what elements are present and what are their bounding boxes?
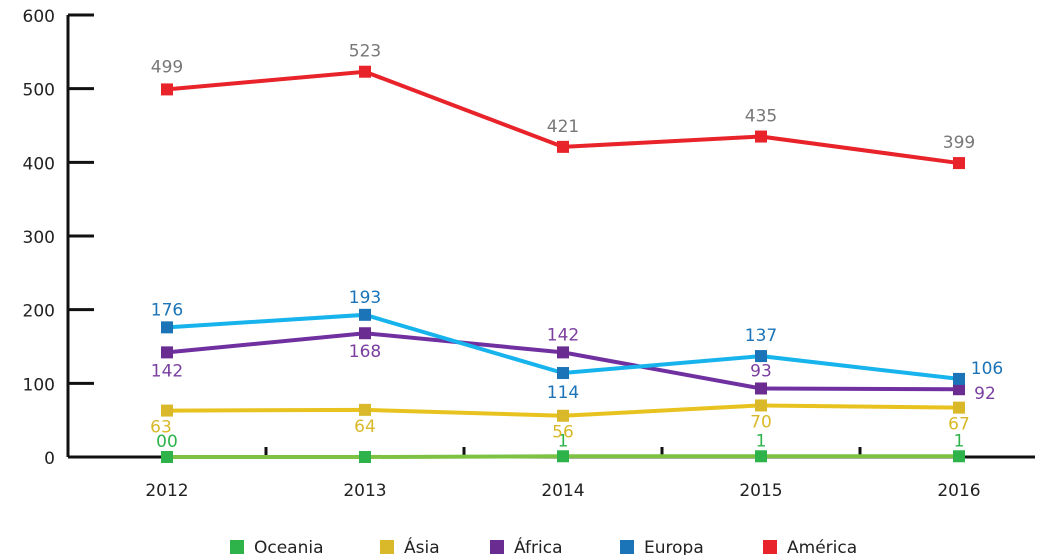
legend-label: Europa [644,538,704,555]
y-tick-label: 200 [23,302,55,322]
point-marker [953,372,965,385]
legend-label: África [514,536,563,555]
y-tick-label: 100 [23,375,55,395]
data-label: 106 [971,359,1003,379]
data-label: 435 [745,107,777,127]
point-marker [755,450,767,463]
data-label: 142 [151,361,183,381]
x-tick-label: 2015 [739,481,782,501]
data-label: 168 [349,342,381,362]
point-marker [161,346,173,359]
data-label: 523 [349,42,381,62]
data-label: 137 [745,326,777,346]
point-marker [161,321,173,334]
data-label: 499 [151,57,183,77]
data-label: 1 [558,431,569,451]
point-marker [557,346,569,359]
point-marker [953,157,965,170]
y-tick-label: 600 [23,7,55,27]
data-label: 421 [547,117,579,137]
point-marker [359,308,371,321]
x-tick-label: 2012 [145,481,188,501]
point-marker [953,450,965,463]
point-marker [557,450,569,463]
point-marker [755,399,767,412]
point-marker [359,65,371,78]
x-tick-label: 2016 [937,481,980,501]
point-marker [161,451,173,463]
legend-swatch [230,540,244,554]
data-label: 00 [156,432,178,452]
legend-swatch [490,540,504,554]
point-marker [953,401,965,414]
point-marker [953,383,965,396]
data-label: 70 [750,412,772,432]
point-marker [359,451,371,463]
data-label: 64 [354,417,376,437]
point-marker [557,140,569,153]
legend-swatch [763,540,777,554]
data-label: 193 [349,288,381,308]
point-marker [557,367,569,380]
point-marker [755,382,767,395]
legend-swatch [620,540,634,554]
data-label: 1 [756,431,767,451]
data-label: 114 [547,383,579,403]
legend-label: Ásia [404,536,440,555]
point-marker [557,409,569,422]
point-marker [755,350,767,363]
x-tick-label: 2013 [343,481,386,501]
point-marker [161,83,173,96]
legend-label: Oceania [254,538,324,555]
data-label: 67 [948,415,970,435]
data-label: 92 [974,384,996,404]
legend-label: América [787,538,857,555]
y-tick-label: 300 [23,228,55,248]
point-marker [359,327,371,340]
data-label: 1 [954,431,965,451]
point-marker [755,130,767,143]
point-marker [359,403,371,416]
y-tick-label: 500 [23,81,55,101]
data-label: 399 [943,133,975,153]
data-label: 56 [552,423,574,443]
point-marker [161,404,173,417]
data-label: 176 [151,300,183,320]
data-label: 142 [547,325,579,345]
x-tick-label: 2014 [541,481,584,501]
data-label: 93 [750,361,772,381]
y-tick-label: 400 [23,154,55,174]
y-tick-label: 0 [44,449,55,469]
legend-swatch [380,540,394,554]
data-label: 63 [150,418,172,438]
